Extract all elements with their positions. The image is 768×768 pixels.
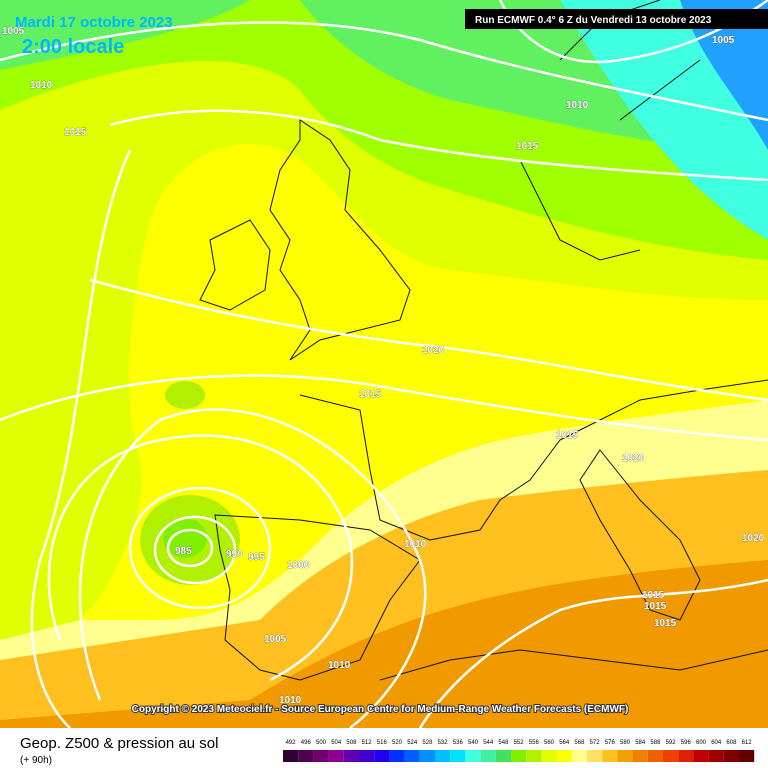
footer-title: Geop. Z500 & pression au sol [20, 735, 218, 752]
colorbar-label: 564 [559, 740, 570, 746]
colorbar-label: 520 [392, 740, 403, 746]
colorbar-label: 516 [377, 740, 388, 746]
colorbar-label: 592 [666, 740, 677, 746]
colorbar-cell [602, 750, 618, 762]
colorbar-cell [480, 750, 496, 762]
colorbar-label: 576 [605, 740, 616, 746]
colorbar-label: 536 [453, 740, 464, 746]
colorbar-cell [343, 750, 359, 762]
colorbar-label: 540 [468, 740, 479, 746]
colorbar-cell [723, 750, 739, 762]
isobar-label: 1020 [422, 345, 445, 356]
isobar-label: 1005 [2, 26, 25, 37]
copyright: Copyright © 2023 Meteociel.fr - Source E… [132, 704, 629, 715]
colorbar-cell [450, 750, 466, 762]
coastlines [199, 0, 768, 681]
colorbar-cell [389, 750, 405, 762]
colorbar-label: 608 [726, 740, 737, 746]
isobar-label: 995 [248, 552, 265, 563]
colorbar-label: 552 [514, 740, 525, 746]
colorbar-cell [298, 750, 314, 762]
isobar-label: 985 [175, 546, 192, 557]
isobar-label: 1005 [712, 35, 735, 46]
isobar-label: 990 [226, 549, 243, 560]
isobars [0, 0, 768, 682]
isobar-label: 1010 [30, 80, 53, 91]
colorbar-cell [647, 750, 663, 762]
colorbar-label: 584 [635, 740, 646, 746]
colorbar-cell [435, 750, 451, 762]
colorbar-cell [587, 750, 603, 762]
colorbar-cell [374, 750, 390, 762]
footer-lead: (+ 90h) [20, 755, 52, 766]
colorbar-label: 496 [301, 740, 312, 746]
isobar-label: 1015 [359, 389, 382, 400]
colorbar-cell [556, 750, 572, 762]
colorbar-label: 568 [574, 740, 585, 746]
isobar-labels: 1005 1010 1015 1005 1010 1015 1020 1015 … [2, 26, 765, 707]
colorbar-label: 588 [650, 740, 661, 746]
colorbar-label: 544 [483, 740, 494, 746]
isobar-label: 1010 [328, 660, 351, 671]
colorbar-cell [663, 750, 679, 762]
colorbar-cell [678, 750, 694, 762]
colorbar-label: 600 [696, 740, 707, 746]
colorbar-label: 556 [529, 740, 540, 746]
colorbar-cell [693, 750, 709, 762]
colorbar-label: 524 [407, 740, 418, 746]
colorbar-cell [511, 750, 527, 762]
colorbar-cell [526, 750, 542, 762]
isobar-label: 1000 [287, 560, 310, 571]
isobar-label: 1020 [742, 533, 765, 544]
colorbar-label: 504 [331, 740, 342, 746]
colorbar-label: 612 [742, 740, 753, 746]
colorbar-cell [419, 750, 435, 762]
isobar-label: 1015 [642, 590, 665, 601]
pressure-field [0, 0, 768, 728]
colorbar-label: 512 [362, 740, 373, 746]
colorbar-cell [495, 750, 511, 762]
colorbar-label: 532 [438, 740, 449, 746]
run-info: Run ECMWF 0.4° 6 Z du Vendredi 13 octobr… [475, 15, 712, 26]
isobar-label: 1015 [64, 127, 87, 138]
forecast-time: 2:00 locale [22, 36, 124, 58]
isobar-label: 1015 [516, 141, 539, 152]
colorbar-label: 596 [681, 740, 692, 746]
colorbar-label: 580 [620, 740, 631, 746]
colorbar-cell [571, 750, 587, 762]
colorbar-label: 548 [498, 740, 509, 746]
colorbar: 492 496 500 504 508 512 516 520 524 528 532 536 540 5… [283, 740, 755, 762]
isobar-label: 1005 [264, 634, 287, 645]
isobar-label: 1010 [279, 695, 302, 706]
colorbar-cell [739, 750, 755, 762]
isobar-label: 1010 [566, 100, 589, 111]
colorbar-label: 500 [316, 740, 327, 746]
colorbar-label: 604 [711, 740, 722, 746]
colorbar-label: 560 [544, 740, 555, 746]
colorbar-cell [313, 750, 329, 762]
colorbar-cell [617, 750, 633, 762]
colorbar-cell [404, 750, 420, 762]
colorbar-cell [283, 750, 299, 762]
colorbar-cell [708, 750, 724, 762]
isobar-label: 1015 [556, 430, 579, 441]
colorbar-cell [465, 750, 481, 762]
isobar-label: 1015 [644, 601, 667, 612]
colorbar-cell [541, 750, 557, 762]
colorbar-cell [328, 750, 344, 762]
colorbar-cell [632, 750, 648, 762]
run-box [465, 9, 768, 29]
colorbar-label: 528 [422, 740, 433, 746]
colorbar-label: 572 [590, 740, 601, 746]
forecast-date: Mardi 17 octobre 2023 [15, 14, 173, 31]
isobar-label: 1020 [622, 453, 645, 464]
colorbar-label: 492 [286, 740, 297, 746]
colorbar-cell [359, 750, 375, 762]
colorbar-label: 508 [346, 740, 357, 746]
isobar-label: 1015 [654, 618, 677, 629]
isobar-label: 1010 [404, 539, 427, 550]
